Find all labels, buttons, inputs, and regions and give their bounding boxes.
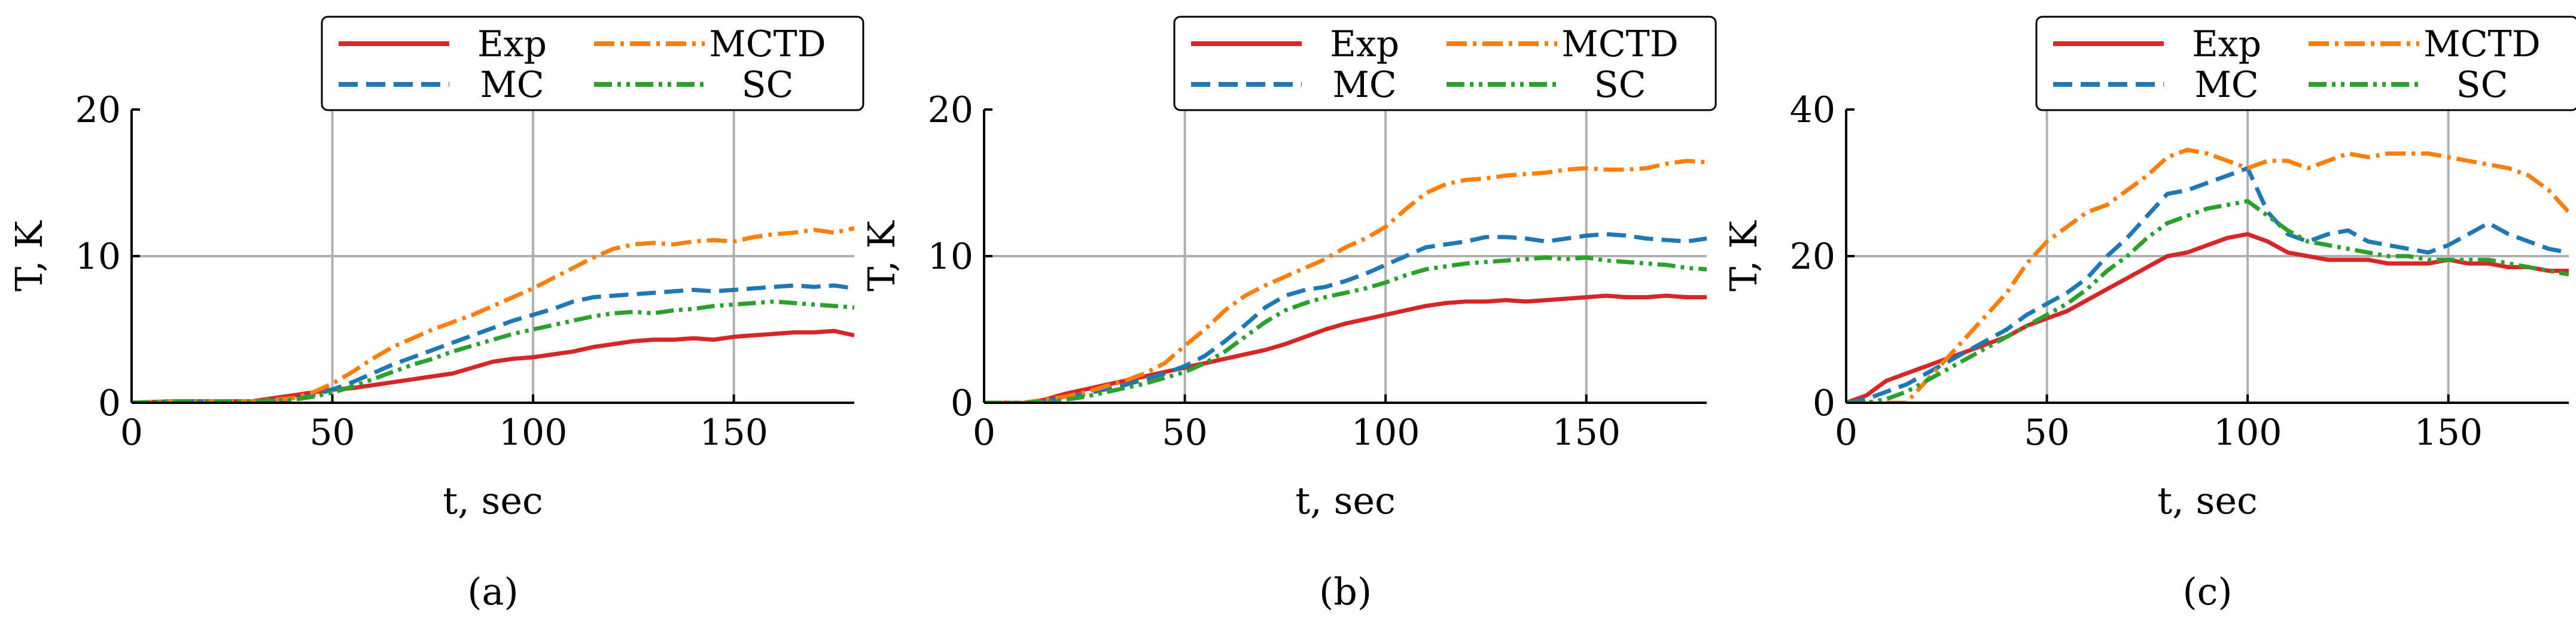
series-line-mc: [984, 232, 1707, 403]
y-tick-label: 20: [1790, 236, 1835, 278]
legend-label-exp: Exp: [1330, 23, 1399, 65]
panel-label: (b): [1319, 570, 1372, 613]
legend-box: [321, 16, 864, 111]
legend-label-mc: MC: [1332, 64, 1396, 106]
x-tick-label: 50: [1162, 412, 1207, 454]
legend-label-sc: SC: [1594, 64, 1646, 106]
series-line-sc: [1846, 199, 2569, 403]
y-tick-label: 20: [75, 89, 121, 131]
legend-label-sc: SC: [741, 64, 793, 106]
x-axis-title: t, sec: [1295, 479, 1396, 522]
series-line-sc: [984, 255, 1707, 403]
y-tick-label: 40: [1790, 89, 1835, 131]
series-line-mc: [132, 283, 854, 403]
series-line-sc: [132, 299, 854, 403]
panel-label: (c): [2182, 570, 2232, 613]
x-tick-label: 150: [2414, 412, 2483, 454]
y-tick-label: 0: [1813, 382, 1835, 424]
y-tick-label: 20: [928, 89, 973, 131]
x-tick-label: 150: [1552, 412, 1621, 454]
series-line-mctd: [1886, 147, 2569, 403]
legend-label-mctd: MCTD: [1561, 23, 1678, 65]
x-tick-label: 150: [699, 412, 768, 454]
series-line-mc: [1846, 166, 2569, 403]
x-tick-label: 0: [1835, 412, 1858, 454]
x-tick-label: 100: [499, 412, 568, 454]
panel-label: (a): [467, 570, 518, 613]
series-line-exp: [984, 293, 1707, 403]
x-axis-title: t, sec: [443, 479, 543, 522]
legend-label-mctd: MCTD: [2423, 23, 2540, 65]
y-axis-title: T, K: [7, 220, 51, 291]
y-tick-label: 10: [75, 236, 121, 278]
legend-label-mctd: MCTD: [709, 23, 826, 65]
x-tick-label: 0: [973, 412, 995, 454]
series-line-mctd: [132, 226, 854, 403]
legend-box: [1173, 16, 1717, 111]
y-tick-label: 10: [928, 236, 973, 278]
y-tick-label: 0: [951, 382, 973, 424]
x-axis-title: t, sec: [2157, 479, 2258, 522]
y-axis-title: T, K: [1722, 220, 1765, 291]
legend-label-exp: Exp: [477, 23, 547, 65]
x-tick-label: 0: [120, 412, 143, 454]
x-tick-label: 100: [2213, 412, 2282, 454]
series-line-mctd: [984, 159, 1707, 403]
x-tick-label: 100: [1351, 412, 1420, 454]
x-tick-label: 50: [309, 412, 355, 454]
legend-label-mc: MC: [2194, 64, 2258, 106]
legend-box: [2035, 16, 2576, 111]
y-tick-label: 0: [98, 382, 121, 424]
legend-label-mc: MC: [480, 64, 544, 106]
legend-label-sc: SC: [2456, 64, 2508, 106]
y-axis-title: T, K: [860, 220, 903, 291]
series-line-exp: [132, 329, 854, 403]
legend-label-exp: Exp: [2192, 23, 2261, 65]
x-tick-label: 50: [2024, 412, 2069, 454]
